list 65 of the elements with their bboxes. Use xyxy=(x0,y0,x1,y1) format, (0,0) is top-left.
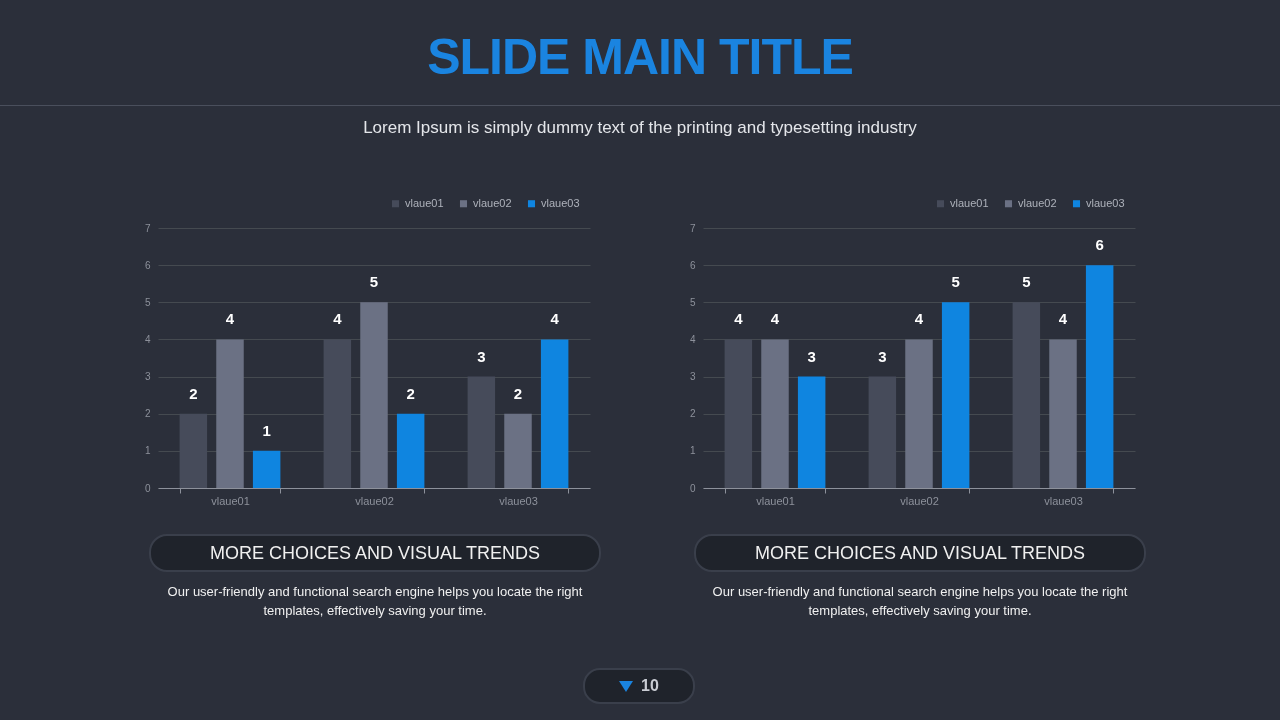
bar xyxy=(905,339,933,488)
text: Our user-friendly and functional search engine helps you locate the right templates, effectively saving your time. xyxy=(711,583,1129,620)
y-tick-label: 3 xyxy=(689,371,696,383)
text: Our user-friendly and functional search engine helps you locate the right templates, effectively saving your time. xyxy=(166,583,584,620)
y-tick-label: 6 xyxy=(144,259,151,271)
data-label: 4 xyxy=(550,310,560,328)
bar xyxy=(1049,339,1077,488)
data-label: 2 xyxy=(406,384,415,402)
data-label: 4 xyxy=(914,310,924,328)
data-label: 5 xyxy=(951,273,960,291)
bar xyxy=(216,339,244,488)
data-label: 4 xyxy=(770,310,780,328)
y-tick-label: 2 xyxy=(144,408,151,420)
legend-label: vlaue02 xyxy=(473,196,512,209)
data-label: 4 xyxy=(225,310,235,328)
bar xyxy=(1085,265,1114,488)
text: MORE CHOICES AND VISUAL TRENDS xyxy=(149,534,601,572)
y-tick-label: 7 xyxy=(689,222,696,234)
bar xyxy=(540,339,569,488)
y-tick-label: 2 xyxy=(689,408,696,420)
chart-title: SLIDE MAIN TITLE xyxy=(426,28,854,86)
bar xyxy=(360,302,388,488)
data-label: 4 xyxy=(333,310,343,328)
data-label: 1 xyxy=(262,421,271,439)
data-label: 3 xyxy=(878,347,887,365)
x-tick-label: vlaue03 xyxy=(1044,494,1083,507)
data-label: 5 xyxy=(369,273,379,291)
y-tick-label: 1 xyxy=(689,445,696,457)
y-tick-label: 6 xyxy=(689,259,696,271)
bar xyxy=(941,302,970,488)
y-tick-label: 0 xyxy=(689,482,696,494)
bar xyxy=(761,339,789,488)
x-tick-label: vlaue02 xyxy=(355,494,394,507)
y-tick-label: 5 xyxy=(144,296,151,308)
data-label: 4 xyxy=(734,310,744,328)
data-label: 3 xyxy=(477,347,486,365)
legend-label: vlaue02 xyxy=(1018,196,1057,209)
text: 10 xyxy=(641,677,659,694)
y-tick-label: 1 xyxy=(144,445,151,457)
x-tick-label: vlaue02 xyxy=(900,494,939,507)
x-tick-label: vlaue03 xyxy=(499,494,538,507)
legend-label: vlaue03 xyxy=(541,196,580,209)
data-label: 4 xyxy=(1058,310,1068,328)
y-tick-label: 7 xyxy=(144,222,151,234)
legend-label: vlaue03 xyxy=(1086,196,1125,209)
data-label: 2 xyxy=(189,384,198,402)
y-tick-label: 4 xyxy=(689,333,696,345)
text: Lorem Ipsum is simply dummy text of the printing and typesetting industry xyxy=(362,118,918,138)
text: MORE CHOICES AND VISUAL TRENDS xyxy=(694,534,1146,572)
bar xyxy=(504,413,532,488)
bar xyxy=(396,413,425,488)
bar xyxy=(252,450,281,488)
legend-label: vlaue01 xyxy=(405,196,444,209)
x-tick-label: vlaue01 xyxy=(211,494,250,507)
y-tick-label: 3 xyxy=(144,371,151,383)
data-label: 6 xyxy=(1095,236,1104,254)
bar xyxy=(797,376,826,488)
data-label: 3 xyxy=(807,347,816,365)
y-tick-label: 0 xyxy=(144,482,151,494)
data-label: 2 xyxy=(513,384,523,402)
y-tick-label: 5 xyxy=(689,296,696,308)
legend-label: vlaue01 xyxy=(950,196,989,209)
y-tick-label: 4 xyxy=(144,333,151,345)
data-label: 5 xyxy=(1022,273,1031,291)
x-tick-label: vlaue01 xyxy=(756,494,795,507)
